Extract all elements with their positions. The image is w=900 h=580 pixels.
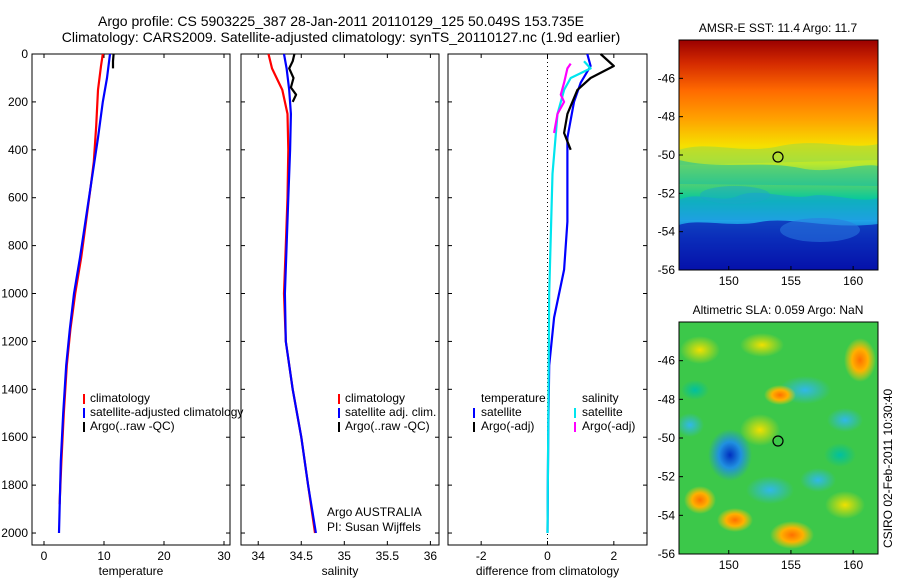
salinity-xtick-label: 35.5 [376, 549, 400, 563]
depth-tick-label: 0 [21, 47, 28, 61]
salinity-series-line [282, 53, 317, 534]
temperature-xtick-label: 30 [217, 549, 231, 563]
difference-xlabel: difference from climatology [476, 564, 619, 578]
sla-map-title: Altimetric SLA: 0.059 Argo: NaN [693, 303, 864, 317]
legend-title: temperature [481, 391, 546, 405]
depth-tick-label: 800 [8, 239, 28, 253]
temperature-series-line [111, 53, 115, 69]
legend-entry: Argo(-adj) [481, 419, 534, 433]
salinity-xlabel: salinity [322, 564, 359, 578]
sla_map-ytick-label: -54 [658, 508, 676, 522]
sst_map-ytick-label: -52 [658, 186, 676, 200]
sst_map-xtick-label: 155 [781, 274, 801, 288]
temperature-series-line [57, 53, 112, 534]
difference-series-line [562, 53, 615, 151]
argo-float-marker [772, 435, 784, 447]
sst_map-xtick-label: 160 [843, 274, 863, 288]
depth-tick-label: 1400 [1, 382, 28, 396]
salinity-axes-frame [240, 53, 440, 546]
sla_map-ytick-label: -56 [658, 547, 676, 561]
salinity-series-line [288, 53, 298, 103]
argo-country-label: Argo AUSTRALIA [327, 505, 422, 519]
legend-entry: climatology [90, 391, 150, 405]
depth-tick-label: 200 [8, 95, 28, 109]
sla_map-ytick-label: -48 [658, 392, 676, 406]
sla_map-xtick-label: 160 [843, 558, 863, 572]
temperature-axes-frame [31, 53, 231, 546]
legend-entry: Argo(..raw -QC) [90, 419, 175, 433]
salinity-xtick-label: 35 [338, 549, 352, 563]
difference-series-line [546, 53, 592, 534]
temperature-xtick-label: 0 [41, 549, 48, 563]
sst-map-title: AMSR-E SST: 11.4 Argo: 11.7 [699, 21, 858, 35]
sla-map: Altimetric SLA: 0.059 Argo: NaN 150 155 16… [658, 303, 879, 572]
temperature-xtick-label: 20 [157, 549, 171, 563]
depth-tick-label: 1800 [1, 478, 28, 492]
temperature-profile-panel: 0 10 20 30 temperature 0 200 400 600 800 1000 1200 1… [1, 47, 243, 578]
argo-float-marker [772, 151, 784, 163]
depth-tick-label: 2000 [1, 526, 28, 540]
temperature-xlabel: temperature [99, 564, 164, 578]
difference-xtick-label: -2 [476, 549, 487, 563]
legend-entry: satellite [481, 405, 522, 419]
salinity-series-line [267, 53, 317, 534]
salinity-xtick-label: 34.5 [290, 549, 314, 563]
difference-series-line [546, 60, 592, 534]
depth-tick-label: 1000 [1, 287, 28, 301]
sla_map-ytick-label: -46 [658, 354, 676, 368]
figure-title-line1: Argo profile: CS 5903225_387 28-Jan-2011… [98, 13, 584, 29]
sst_map-ytick-label: -48 [658, 110, 676, 124]
depth-tick-label: 600 [8, 191, 28, 205]
difference-series-line [553, 62, 572, 134]
sst_map-ytick-label: -56 [658, 263, 676, 277]
legend-entry: satellite adj. clim. [345, 405, 436, 419]
sla-field [679, 322, 878, 554]
difference-xtick-label: 0 [544, 549, 551, 563]
pi-label: PI: Susan Wijffels [327, 520, 421, 534]
salinity-profile-panel: 34 34.5 35 35.5 36 salinity climatologysatelli… [240, 53, 440, 578]
depth-tick-label: 400 [8, 143, 28, 157]
legend-entry: climatology [345, 391, 405, 405]
legend-entry: Argo(-adj) [582, 419, 635, 433]
salinity-xtick-label: 34 [252, 549, 266, 563]
sst_map-ytick-label: -46 [658, 71, 676, 85]
legend-entry: satellite-adjusted climatology [90, 405, 243, 419]
sst-map: AMSR-E SST: 11.4 Argo: 11.7 150 155 160 -46… [658, 21, 879, 288]
sst_map-ytick-label: -50 [658, 148, 676, 162]
legend-entry: satellite [582, 405, 623, 419]
difference-xtick-label: 2 [610, 549, 617, 563]
sla_map-ytick-label: -50 [658, 431, 676, 445]
sst_map-ytick-label: -54 [658, 225, 676, 239]
sla_map-xtick-label: 150 [719, 558, 739, 572]
salinity-xtick-label: 36 [424, 549, 438, 563]
figure-title-line2: Climatology: CARS2009. Satellite-adjuste… [62, 29, 620, 45]
sst_map-xtick-label: 150 [719, 274, 739, 288]
csiro-timestamp: CSIRO 02-Feb-2011 10:30:40 [881, 388, 895, 548]
depth-tick-label: 1200 [1, 334, 28, 348]
depth-tick-label: 1600 [1, 430, 28, 444]
legend-entry: Argo(..raw -QC) [345, 419, 430, 433]
temperature-xtick-label: 10 [97, 549, 111, 563]
sla_map-ytick-label: -52 [658, 470, 676, 484]
temperature-series-line [58, 53, 104, 505]
legend-title: salinity [582, 391, 619, 405]
sla_map-xtick-label: 155 [781, 558, 801, 572]
sst-field [679, 40, 878, 270]
